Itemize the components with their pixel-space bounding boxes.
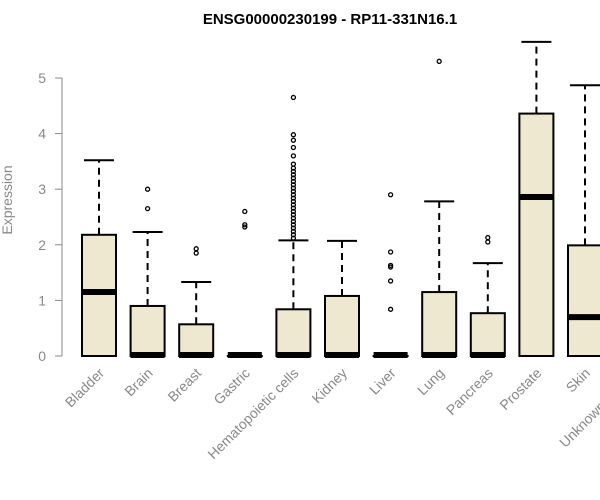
outlier-6-5 (387, 192, 394, 198)
outlier-4-11 (290, 198, 297, 205)
x-tick-label-10: Skin (563, 365, 594, 396)
outlier-4-15 (290, 185, 297, 191)
outlier-4-13 (290, 192, 297, 198)
box-2 (178, 323, 215, 358)
outlier-4-23 (290, 153, 297, 159)
y-axis-label: Expression (0, 165, 15, 234)
outlier-4-26 (290, 132, 297, 138)
box-group-2 (178, 246, 215, 358)
outlier-2-0 (193, 250, 199, 256)
outlier-6-1 (387, 278, 394, 284)
outlier-3-1 (242, 222, 248, 228)
outlier-4-14 (290, 188, 297, 195)
x-tick-label-5: Kidney (309, 365, 351, 407)
box-9 (518, 112, 555, 357)
outlier-4-16 (290, 182, 297, 188)
y-tick-label-3: 3 (38, 181, 46, 197)
outlier-4-25 (290, 137, 297, 143)
outlier-4-8 (290, 208, 297, 215)
outlier-4-12 (290, 195, 297, 201)
box-0 (81, 233, 117, 358)
y-tick-label-5: 5 (38, 70, 46, 86)
box-group-5 (324, 239, 360, 358)
x-tick-label-7: Lung (414, 365, 447, 398)
outlier-4-1 (290, 232, 297, 238)
x-tick-label-3: Gastric (210, 365, 253, 408)
outlier-6-4 (387, 249, 394, 255)
box-group-6 (372, 192, 409, 358)
outlier-4-22 (290, 161, 297, 167)
box-10 (567, 244, 600, 357)
box-1 (129, 304, 166, 357)
box-4 (275, 308, 312, 357)
outlier-1-0 (144, 206, 151, 212)
x-tick-label-2: Breast (164, 365, 204, 405)
x-tick-label-6: Liver (366, 365, 399, 398)
chart-title: ENSG00000230199 - RP11-331N16.1 (203, 11, 457, 28)
outlier-8-1 (485, 234, 491, 241)
outlier-6-3 (387, 262, 394, 269)
outlier-4-27 (290, 94, 297, 101)
outlier-7-0 (436, 58, 442, 64)
outlier-6-0 (387, 306, 394, 312)
outlier-3-2 (242, 208, 248, 215)
outlier-4-20 (290, 168, 297, 175)
outlier-4-5 (290, 218, 297, 225)
box-group-0 (81, 159, 117, 358)
x-tick-label-8: Pancreas (443, 365, 496, 418)
outlier-4-10 (290, 202, 297, 208)
outlier-4-6 (290, 215, 297, 221)
box-8 (469, 312, 506, 357)
box-5 (324, 294, 360, 357)
outlier-4-3 (290, 225, 297, 231)
x-tick-label-1: Brain (121, 365, 155, 399)
x-tick-label-4: Hematopoietic cells (204, 365, 301, 462)
y-tick-label-0: 0 (38, 348, 46, 364)
outlier-4-9 (290, 205, 297, 211)
x-tick-label-9: Prostate (496, 365, 544, 413)
box-group-4 (275, 94, 312, 358)
outlier-4-24 (290, 144, 297, 151)
box-group-1 (129, 186, 166, 358)
outlier-2-1 (193, 246, 199, 252)
box-7 (421, 291, 458, 357)
outlier-4-4 (290, 222, 297, 228)
outlier-4-0 (290, 235, 297, 241)
outlier-4-19 (290, 172, 297, 178)
y-tick-label-2: 2 (38, 237, 46, 253)
box-group-3 (226, 208, 263, 358)
outlier-1-1 (144, 186, 151, 192)
y-tick-label-1: 1 (38, 292, 46, 308)
outlier-4-18 (290, 175, 297, 181)
outlier-3-0 (242, 224, 248, 230)
outlier-4-2 (290, 228, 297, 235)
box-group-7 (421, 58, 458, 358)
y-tick-label-4: 4 (38, 126, 46, 142)
outlier-4-7 (290, 212, 297, 218)
box-group-10 (567, 84, 600, 357)
box-group-9 (518, 40, 555, 357)
outlier-4-17 (290, 178, 297, 185)
boxes (81, 40, 600, 358)
y-ticks: 0 1 2 3 4 5 (38, 70, 62, 364)
outlier-8-0 (485, 239, 491, 245)
x-tick-label-0: Bladder (62, 365, 108, 411)
box-group-8 (469, 234, 506, 358)
